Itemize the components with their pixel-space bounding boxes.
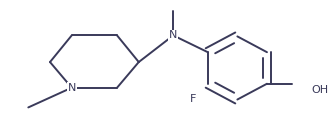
Text: F: F [190,94,197,103]
Text: N: N [67,83,76,93]
Text: N: N [169,30,178,40]
Text: OH: OH [311,85,328,95]
